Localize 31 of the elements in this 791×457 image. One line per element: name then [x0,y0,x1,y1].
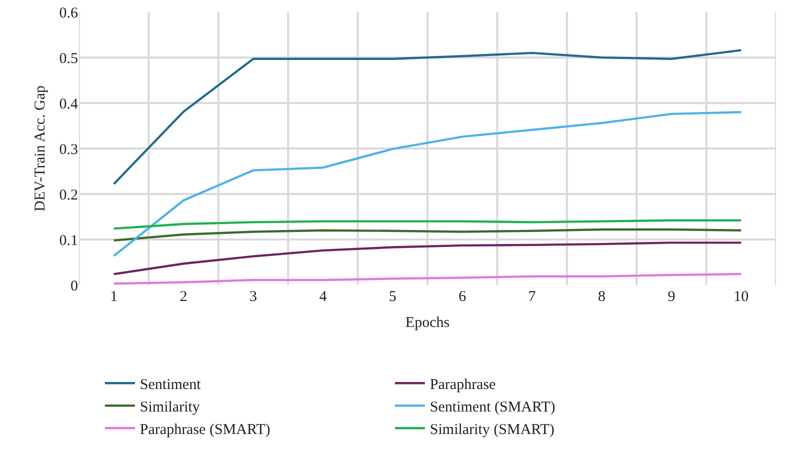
legend-label: Similarity [140,400,200,416]
line-series [112,111,742,257]
line-series [112,242,742,276]
line-series [112,219,742,230]
x-tick-label: 8 [598,289,606,305]
x-tick-label: 2 [180,289,188,305]
x-axis-title: Epochs [405,315,450,331]
legend-label: Sentiment [140,377,202,393]
legend-label: Paraphrase [430,377,496,393]
legend-label: Similarity (SMART) [430,422,554,438]
y-tick-label: 0.3 [59,142,78,158]
x-tick-label: 9 [668,289,676,305]
line-series [112,228,742,242]
x-tick-label: 1 [110,289,118,305]
y-tick-label: 0.4 [59,96,78,112]
y-axis-title: DEV-Train Acc. Gap [32,86,48,212]
legend-label: Sentiment (SMART) [430,400,556,416]
x-tick-label: 6 [458,289,467,305]
x-tick-label: 7 [528,289,536,305]
y-tick-label: 0.5 [59,50,78,67]
line-series [112,272,742,285]
legend-label: Paraphrase (SMART) [140,422,270,438]
x-tick-label: 4 [319,289,328,305]
x-tick-label: 10 [734,289,749,305]
line-series [112,49,742,186]
x-tick-label: 5 [388,289,396,305]
y-tick-label: 0.6 [59,5,78,22]
y-tick-label: 0 [70,278,78,294]
y-tick-label: 0.1 [59,232,78,249]
y-tick-label: 0.2 [59,187,78,204]
x-tick-label: 3 [250,289,257,305]
